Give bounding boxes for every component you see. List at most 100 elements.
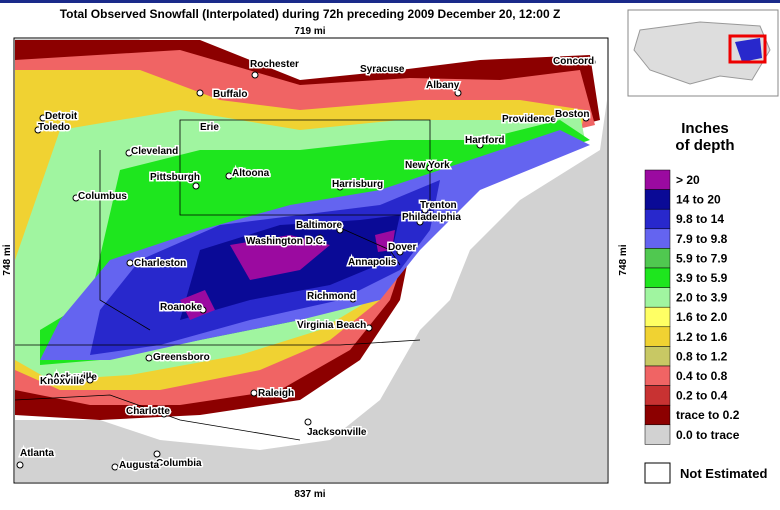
city-dot xyxy=(349,295,357,303)
snow-area xyxy=(180,290,215,320)
legend-swatch xyxy=(644,424,671,445)
legend-title: of depth xyxy=(675,137,734,154)
city-dot xyxy=(39,114,47,122)
city-label: Erie xyxy=(200,122,219,133)
legend-swatch xyxy=(644,208,671,230)
legend-swatch xyxy=(644,228,671,249)
city-dot xyxy=(336,183,344,191)
frame xyxy=(0,0,780,3)
city-dot xyxy=(316,234,324,242)
city-dot xyxy=(582,114,590,122)
inset-highlight xyxy=(728,34,767,64)
city-label: Washington D.C. xyxy=(246,236,326,247)
city-dot xyxy=(192,182,200,190)
city-dot xyxy=(250,389,258,397)
city-dot xyxy=(45,373,53,381)
city-dot xyxy=(196,89,204,97)
city-label: Charlotte xyxy=(126,406,170,417)
city-dot xyxy=(588,58,596,66)
city-label: Atlanta xyxy=(20,448,54,459)
city-label: New York xyxy=(405,160,450,171)
city-label: Philadelphia xyxy=(402,212,461,223)
city-dot xyxy=(145,354,153,362)
legend-label: 0.2 to 0.4 xyxy=(676,389,728,403)
city-dot xyxy=(125,149,133,157)
legend-swatch xyxy=(644,385,671,406)
state-border xyxy=(179,119,431,216)
city-label: Detroit xyxy=(45,111,78,122)
legend-swatch xyxy=(644,169,671,190)
city-dot xyxy=(153,450,161,458)
city-dot xyxy=(396,66,404,74)
legend-label: 0.8 to 1.2 xyxy=(676,349,728,363)
legend: > 20 14 to 20 9.8 to 14 7.9 to 9.8 5.9 to 7.… xyxy=(644,169,740,445)
city-label: Concord xyxy=(553,56,594,67)
legend-label: Not Estimated xyxy=(680,466,767,481)
city-dot xyxy=(476,141,484,149)
city-dot xyxy=(225,172,233,180)
legend-label: 9.8 to 14 xyxy=(676,212,724,226)
city-label: Baltimore xyxy=(296,220,343,231)
state-border xyxy=(309,219,401,266)
legend-label: 7.9 to 9.8 xyxy=(676,232,728,246)
city-label: Albany xyxy=(426,80,460,91)
legend-swatch xyxy=(644,326,671,347)
city-label: Boston xyxy=(555,109,589,120)
legend-label: 0.4 to 0.8 xyxy=(676,369,728,383)
legend-label: 0.0 to trace xyxy=(676,428,740,442)
legend-swatch xyxy=(644,306,671,328)
city-label: Jacksonville xyxy=(307,427,367,438)
scale-top: 719 mi xyxy=(294,26,325,37)
state-border xyxy=(99,150,151,331)
city-dot xyxy=(251,71,259,79)
city-dot xyxy=(160,410,168,418)
snow-area xyxy=(375,230,395,252)
city-label: Annapolis xyxy=(348,257,397,268)
legend-swatch xyxy=(644,248,671,269)
city-dot xyxy=(206,124,214,132)
city-dot xyxy=(369,258,377,266)
legend-title: Inches xyxy=(681,120,729,137)
city-label: Cleveland xyxy=(131,146,178,157)
city-dot xyxy=(86,376,94,384)
legend-label: 3.9 to 5.9 xyxy=(676,271,728,285)
legend-swatch xyxy=(644,365,671,386)
legend-label: 14 to 20 xyxy=(676,193,721,207)
inset-snow xyxy=(735,38,762,62)
legend-swatch xyxy=(644,462,671,484)
city-label: Rochester xyxy=(250,59,299,70)
city-label: Trenton xyxy=(420,200,457,211)
legend-label: 1.6 to 2.0 xyxy=(676,310,728,324)
scale-right: 748 mi xyxy=(618,244,629,275)
legend-label: trace to 0.2 xyxy=(676,408,740,422)
city-label: Knoxville xyxy=(40,376,85,387)
city-dot xyxy=(426,164,434,172)
city-label: Harrisburg xyxy=(332,179,383,190)
snow-area xyxy=(15,39,607,482)
city-dot xyxy=(304,418,312,426)
city-dot xyxy=(34,126,42,134)
city-dot xyxy=(126,259,134,267)
city-label: Charleston xyxy=(134,258,186,269)
city-dot xyxy=(421,206,429,214)
city-label: Virginia Beach xyxy=(297,320,366,331)
city-label: Hartford xyxy=(465,135,504,146)
city-dot xyxy=(396,248,404,256)
snow-area xyxy=(230,235,330,280)
city-dot xyxy=(416,218,424,226)
legend-swatch xyxy=(644,287,671,308)
legend-label: 1.2 to 1.6 xyxy=(676,330,728,344)
city-dot xyxy=(526,114,534,122)
inset-map xyxy=(627,9,779,97)
legend-label: 5.9 to 7.9 xyxy=(676,251,728,265)
city-label: Dover xyxy=(388,242,416,253)
city-dot xyxy=(454,89,462,97)
city-label: Syracuse xyxy=(360,64,405,75)
city-label: Roanoke xyxy=(160,302,203,313)
city-label: Columbus xyxy=(78,191,127,202)
city-dot xyxy=(72,194,80,202)
city-label: Greensboro xyxy=(153,352,210,363)
city-label: Pittsburgh xyxy=(150,172,200,183)
city-label: Providence xyxy=(502,114,556,125)
